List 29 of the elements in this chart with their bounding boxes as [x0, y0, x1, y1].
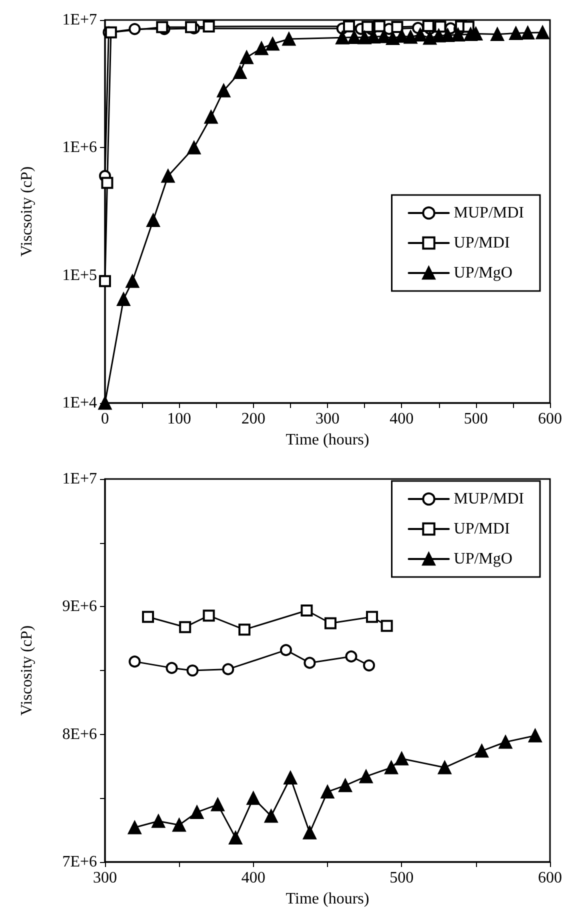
y-tick-label: 9E+6: [62, 598, 97, 616]
legend-label: MUP/MDI: [454, 490, 524, 508]
x-axis-title: Time (hours): [286, 890, 370, 908]
y-tick-label: 8E+6: [62, 726, 97, 743]
x-tick-label: 500: [390, 870, 414, 886]
x-tick-label: 400: [241, 870, 266, 886]
y-tick-label: 1E+6: [62, 139, 97, 156]
legend-label: UP/MgO: [454, 550, 512, 568]
x-tick-label: 600: [538, 410, 562, 428]
x-tick-label: 300: [316, 410, 340, 428]
x-tick-label: 500: [464, 410, 488, 428]
legend-label: MUP/MDI: [454, 204, 524, 222]
x-tick-label: 400: [390, 410, 414, 428]
legend-label: UP/MgO: [454, 264, 512, 282]
x-tick-label: 200: [241, 410, 266, 428]
y-tick-label: 1E+7: [62, 12, 97, 28]
y-axis-title: Viscsoity (cP): [18, 166, 36, 257]
x-tick-label: 300: [93, 870, 117, 886]
y-axis-title: Viscosity (cP): [18, 625, 36, 716]
legend-label: UP/MDI: [454, 234, 510, 252]
y-tick-label: 7E+6: [62, 854, 97, 870]
legend-label: UP/MDI: [454, 520, 510, 538]
x-axis-title: Time (hours): [286, 431, 370, 448]
y-tick-label: 1E+7: [62, 470, 97, 488]
y-tick-label: 1E+4: [62, 394, 97, 412]
x-tick-label: 0: [101, 410, 109, 428]
x-tick-label: 100: [167, 410, 192, 428]
y-tick-label: 1E+5: [62, 266, 97, 284]
x-tick-label: 600: [538, 870, 562, 886]
